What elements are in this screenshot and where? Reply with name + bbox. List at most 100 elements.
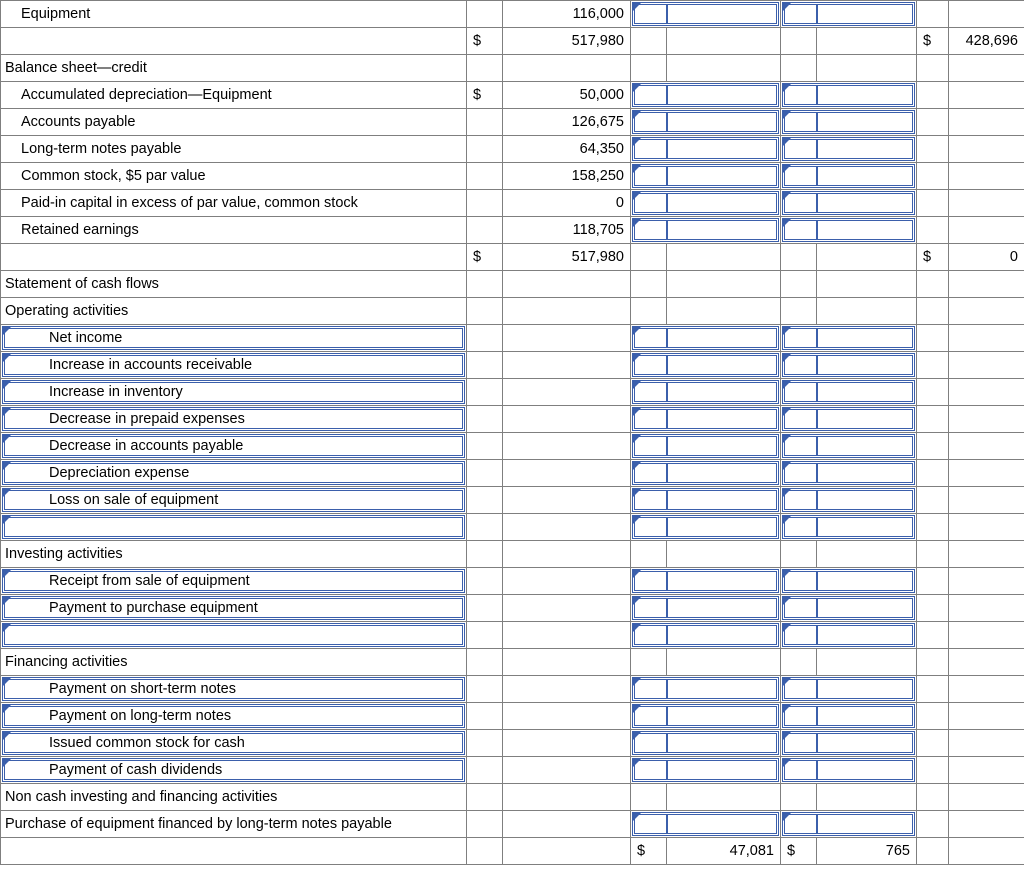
col3-input[interactable]	[781, 757, 817, 784]
col2-input[interactable]	[631, 514, 667, 541]
col3-input[interactable]	[817, 352, 917, 379]
col3-input[interactable]	[817, 676, 917, 703]
col2-input[interactable]	[667, 379, 781, 406]
col3-input[interactable]	[817, 217, 917, 244]
col3-input[interactable]	[781, 595, 817, 622]
col2-input[interactable]	[667, 325, 781, 352]
col3-input[interactable]	[817, 136, 917, 163]
label-input[interactable]: Decrease in prepaid expenses	[1, 406, 467, 433]
col3-input[interactable]	[817, 190, 917, 217]
col3-input[interactable]	[781, 109, 817, 136]
label-input[interactable]: Payment on long-term notes	[1, 703, 467, 730]
col3-input[interactable]	[817, 622, 917, 649]
col2-input[interactable]	[667, 757, 781, 784]
col2-input[interactable]	[667, 811, 781, 838]
col2-input[interactable]	[631, 757, 667, 784]
label-input[interactable]: Decrease in accounts payable	[1, 433, 467, 460]
col3-input[interactable]	[781, 406, 817, 433]
label-input[interactable]: Receipt from sale of equipment	[1, 568, 467, 595]
col2-input[interactable]	[667, 487, 781, 514]
col3-input[interactable]	[781, 811, 817, 838]
label-input[interactable]: Payment of cash dividends	[1, 757, 467, 784]
col2-input[interactable]	[667, 676, 781, 703]
col2-input[interactable]	[667, 730, 781, 757]
col3-input[interactable]	[817, 730, 917, 757]
col2-input[interactable]	[631, 379, 667, 406]
col2-input[interactable]	[667, 568, 781, 595]
col2-input[interactable]	[631, 406, 667, 433]
col3-input[interactable]	[781, 676, 817, 703]
col2-input[interactable]	[631, 82, 667, 109]
col3-input[interactable]	[781, 163, 817, 190]
col3-input[interactable]	[817, 1, 917, 28]
col2-input[interactable]	[667, 1, 781, 28]
col2-input[interactable]	[667, 352, 781, 379]
col3-input[interactable]	[817, 595, 917, 622]
col2-input[interactable]	[667, 406, 781, 433]
col2-input[interactable]	[667, 82, 781, 109]
col3-input[interactable]	[781, 730, 817, 757]
col2-input[interactable]	[631, 325, 667, 352]
col2-input[interactable]	[631, 622, 667, 649]
col3-input[interactable]	[817, 460, 917, 487]
label-input[interactable]: Issued common stock for cash	[1, 730, 467, 757]
col2-input[interactable]	[667, 136, 781, 163]
col2-input[interactable]	[631, 109, 667, 136]
col3-input[interactable]	[817, 433, 917, 460]
label-input[interactable]: Payment to purchase equipment	[1, 595, 467, 622]
col3-input[interactable]	[781, 703, 817, 730]
col2-input[interactable]	[667, 460, 781, 487]
col3-input[interactable]	[817, 109, 917, 136]
col2-input[interactable]	[631, 676, 667, 703]
col3-input[interactable]	[781, 487, 817, 514]
col2-input[interactable]	[667, 190, 781, 217]
col2-input[interactable]	[667, 217, 781, 244]
label-input[interactable]	[1, 514, 467, 541]
col2-input[interactable]	[631, 568, 667, 595]
label-input[interactable]: Increase in accounts receivable	[1, 352, 467, 379]
col2-input[interactable]	[631, 487, 667, 514]
col3-input[interactable]	[817, 82, 917, 109]
label-input[interactable]: Payment on short-term notes	[1, 676, 467, 703]
col3-input[interactable]	[817, 487, 917, 514]
col2-input[interactable]	[667, 595, 781, 622]
col3-input[interactable]	[817, 568, 917, 595]
col2-input[interactable]	[631, 433, 667, 460]
label-input[interactable]: Depreciation expense	[1, 460, 467, 487]
label-input[interactable]: Loss on sale of equipment	[1, 487, 467, 514]
col2-input[interactable]	[667, 703, 781, 730]
col3-input[interactable]	[817, 325, 917, 352]
col2-input[interactable]	[631, 811, 667, 838]
col3-input[interactable]	[781, 379, 817, 406]
col3-input[interactable]	[817, 757, 917, 784]
col2-input[interactable]	[667, 514, 781, 541]
col3-input[interactable]	[781, 1, 817, 28]
col3-input[interactable]	[817, 703, 917, 730]
col3-input[interactable]	[781, 190, 817, 217]
col3-input[interactable]	[817, 379, 917, 406]
col2-input[interactable]	[631, 595, 667, 622]
col2-input[interactable]	[631, 460, 667, 487]
col2-input[interactable]	[631, 217, 667, 244]
col3-input[interactable]	[781, 82, 817, 109]
col3-input[interactable]	[781, 325, 817, 352]
col3-input[interactable]	[781, 136, 817, 163]
col2-input[interactable]	[667, 163, 781, 190]
label-input[interactable]: Increase in inventory	[1, 379, 467, 406]
col2-input[interactable]	[631, 190, 667, 217]
col3-input[interactable]	[781, 352, 817, 379]
col3-input[interactable]	[781, 514, 817, 541]
col3-input[interactable]	[817, 163, 917, 190]
col3-input[interactable]	[817, 811, 917, 838]
col3-input[interactable]	[781, 622, 817, 649]
col2-input[interactable]	[631, 352, 667, 379]
col2-input[interactable]	[667, 109, 781, 136]
col3-input[interactable]	[817, 514, 917, 541]
col3-input[interactable]	[781, 433, 817, 460]
label-input[interactable]: Net income	[1, 325, 467, 352]
col2-input[interactable]	[631, 163, 667, 190]
col2-input[interactable]	[631, 703, 667, 730]
col3-input[interactable]	[781, 568, 817, 595]
col3-input[interactable]	[817, 406, 917, 433]
col2-input[interactable]	[631, 136, 667, 163]
